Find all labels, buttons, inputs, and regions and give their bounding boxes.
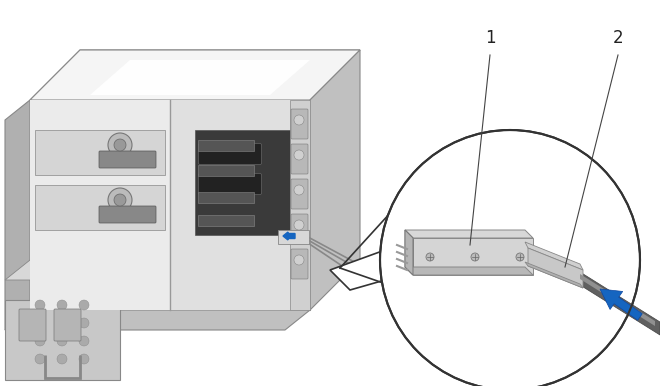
Polygon shape [5, 260, 130, 280]
Polygon shape [580, 272, 660, 335]
Polygon shape [35, 185, 165, 230]
FancyBboxPatch shape [197, 164, 253, 176]
Polygon shape [310, 50, 360, 310]
Polygon shape [405, 230, 533, 238]
FancyBboxPatch shape [197, 191, 253, 203]
Circle shape [294, 115, 304, 125]
Circle shape [57, 318, 67, 328]
FancyBboxPatch shape [19, 309, 46, 341]
Polygon shape [405, 230, 413, 275]
Polygon shape [170, 100, 310, 310]
FancyBboxPatch shape [291, 144, 308, 174]
Circle shape [114, 194, 126, 206]
Circle shape [57, 336, 67, 346]
FancyBboxPatch shape [199, 173, 261, 195]
Polygon shape [525, 242, 583, 270]
Circle shape [114, 139, 126, 151]
Polygon shape [30, 50, 360, 100]
Polygon shape [525, 262, 583, 288]
Polygon shape [30, 100, 170, 310]
Circle shape [79, 354, 89, 364]
Circle shape [35, 336, 45, 346]
Circle shape [108, 133, 132, 157]
Circle shape [79, 318, 89, 328]
Circle shape [516, 253, 524, 261]
Circle shape [471, 253, 479, 261]
Polygon shape [30, 100, 310, 310]
Polygon shape [5, 310, 310, 330]
Circle shape [294, 255, 304, 265]
Polygon shape [405, 267, 533, 275]
Circle shape [426, 253, 434, 261]
Polygon shape [90, 60, 310, 95]
Text: 2: 2 [612, 29, 623, 47]
Circle shape [57, 300, 67, 310]
Polygon shape [30, 50, 360, 100]
FancyArrow shape [283, 232, 295, 240]
Circle shape [35, 300, 45, 310]
Polygon shape [35, 130, 165, 175]
Polygon shape [405, 230, 413, 275]
Polygon shape [330, 250, 385, 290]
FancyBboxPatch shape [54, 309, 81, 341]
FancyBboxPatch shape [199, 144, 261, 164]
Circle shape [294, 150, 304, 160]
Circle shape [79, 336, 89, 346]
Circle shape [57, 354, 67, 364]
Polygon shape [580, 274, 655, 326]
Polygon shape [30, 50, 220, 100]
FancyBboxPatch shape [99, 206, 156, 223]
FancyBboxPatch shape [291, 109, 308, 139]
Polygon shape [195, 130, 290, 235]
Polygon shape [5, 100, 30, 330]
Polygon shape [528, 248, 583, 288]
Circle shape [35, 318, 45, 328]
FancyBboxPatch shape [277, 230, 308, 244]
Circle shape [380, 130, 640, 386]
Text: 1: 1 [484, 29, 495, 47]
FancyBboxPatch shape [197, 139, 253, 151]
FancyBboxPatch shape [99, 151, 156, 168]
FancyBboxPatch shape [197, 215, 253, 225]
Circle shape [35, 354, 45, 364]
Circle shape [294, 185, 304, 195]
Polygon shape [5, 300, 120, 380]
FancyBboxPatch shape [291, 214, 308, 244]
Circle shape [79, 300, 89, 310]
FancyBboxPatch shape [291, 249, 308, 279]
Polygon shape [413, 238, 533, 275]
FancyBboxPatch shape [291, 179, 308, 209]
Polygon shape [290, 100, 310, 310]
FancyArrow shape [600, 289, 642, 320]
Circle shape [294, 220, 304, 230]
Circle shape [108, 188, 132, 212]
